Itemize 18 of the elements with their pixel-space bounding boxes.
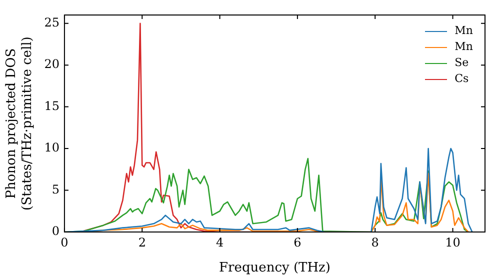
- y-axis-title: Phonon projected DOS (States/THz·primitive cell): [4, 36, 35, 211]
- x-tick-label: 6: [294, 235, 302, 250]
- x-tick-label: 8: [371, 235, 379, 250]
- x-tick-label: 4: [216, 235, 224, 250]
- y-tick-label: 15: [44, 98, 60, 113]
- y-tick-label: 20: [44, 57, 60, 72]
- y-tick-label: 5: [52, 182, 60, 196]
- y-tick-label: 0: [52, 224, 60, 238]
- x-tick-label: 2: [138, 235, 146, 250]
- legend-label: Cs: [454, 71, 469, 87]
- legend-label: Mn: [454, 39, 473, 55]
- y-tick-label: 10: [44, 140, 60, 155]
- y-tick-label: 25: [44, 15, 60, 30]
- legend-label: Se: [454, 55, 469, 71]
- x-axis-title: Frequency (THz): [219, 260, 330, 276]
- legend-label: Mn: [454, 23, 473, 39]
- x-tick-label: 0: [60, 235, 68, 250]
- x-tick-label: 10: [445, 235, 460, 250]
